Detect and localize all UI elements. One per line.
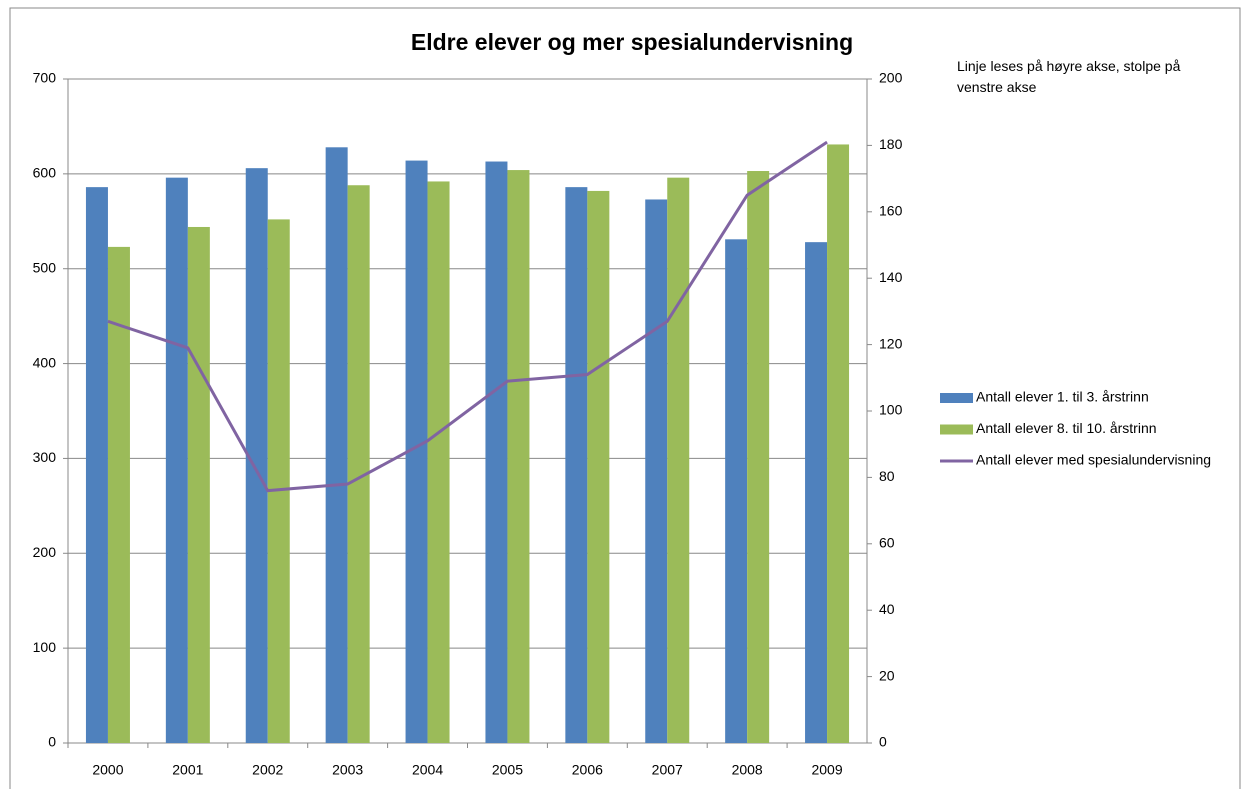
bar (347, 185, 370, 744)
y-tick-label: 100 (33, 639, 57, 655)
x-tick-label: 2003 (332, 762, 363, 778)
x-tick-label: 2009 (811, 762, 842, 778)
bar (107, 246, 130, 743)
bar (325, 147, 348, 744)
y-tick-label: 400 (33, 354, 57, 370)
y2-tick-label: 180 (879, 136, 903, 152)
bar (667, 177, 690, 743)
legend-label: Antall elever 8. til 10. årstrinn (976, 420, 1157, 436)
bar (827, 144, 850, 744)
bar (165, 177, 188, 743)
line-series (107, 140, 828, 493)
y-tick-label: 500 (33, 259, 57, 275)
bar (245, 168, 268, 743)
y2-tick-label: 200 (879, 70, 903, 86)
x-tick-label: 2006 (572, 762, 603, 778)
x-tick-label: 2005 (492, 762, 523, 778)
bar (507, 170, 530, 743)
bar (427, 181, 450, 744)
legend-swatch (940, 393, 973, 403)
y-tick-label: 200 (33, 544, 57, 560)
y2-tick-label: 140 (879, 269, 903, 285)
bar (587, 190, 610, 744)
x-tick-label: 2008 (732, 762, 763, 778)
bar (565, 187, 588, 743)
y2-tick-label: 120 (879, 335, 903, 351)
chart-title: Eldre elever og mer spesialundervisning (411, 29, 853, 55)
y2-tick-label: 40 (879, 601, 895, 617)
annotation: Linje leses på høyre akse, stolpe på ven… (957, 58, 1181, 95)
y2-tick-label: 60 (879, 535, 895, 551)
x-tick-label: 2000 (92, 762, 123, 778)
bar (747, 171, 770, 744)
bar (187, 226, 210, 743)
x-tick-label: 2007 (652, 762, 683, 778)
x-tick-label: 2004 (412, 762, 443, 778)
y2-tick-label: 0 (879, 734, 887, 750)
y2-tick-label: 20 (879, 667, 895, 683)
legend-swatch (940, 424, 973, 435)
y2-tick-label: 160 (879, 203, 903, 219)
y-tick-label: 0 (48, 734, 56, 750)
bar (805, 242, 828, 743)
y2-tick-label: 80 (879, 468, 895, 484)
y-tick-label: 700 (33, 70, 57, 86)
y-tick-label: 300 (33, 449, 57, 465)
y-tick-label: 600 (33, 165, 57, 181)
legend-label: Antall elever med spesialundervisning (976, 452, 1211, 468)
x-tick-label: 2002 (252, 762, 283, 778)
legend-label: Antall elever 1. til 3. årstrinn (976, 389, 1149, 405)
y2-tick-label: 100 (879, 402, 903, 418)
bar (405, 160, 428, 743)
bar (485, 161, 508, 744)
bar (725, 239, 748, 743)
bar (645, 199, 668, 743)
bar (267, 219, 290, 744)
bar (85, 187, 108, 743)
x-tick-label: 2001 (172, 762, 203, 778)
